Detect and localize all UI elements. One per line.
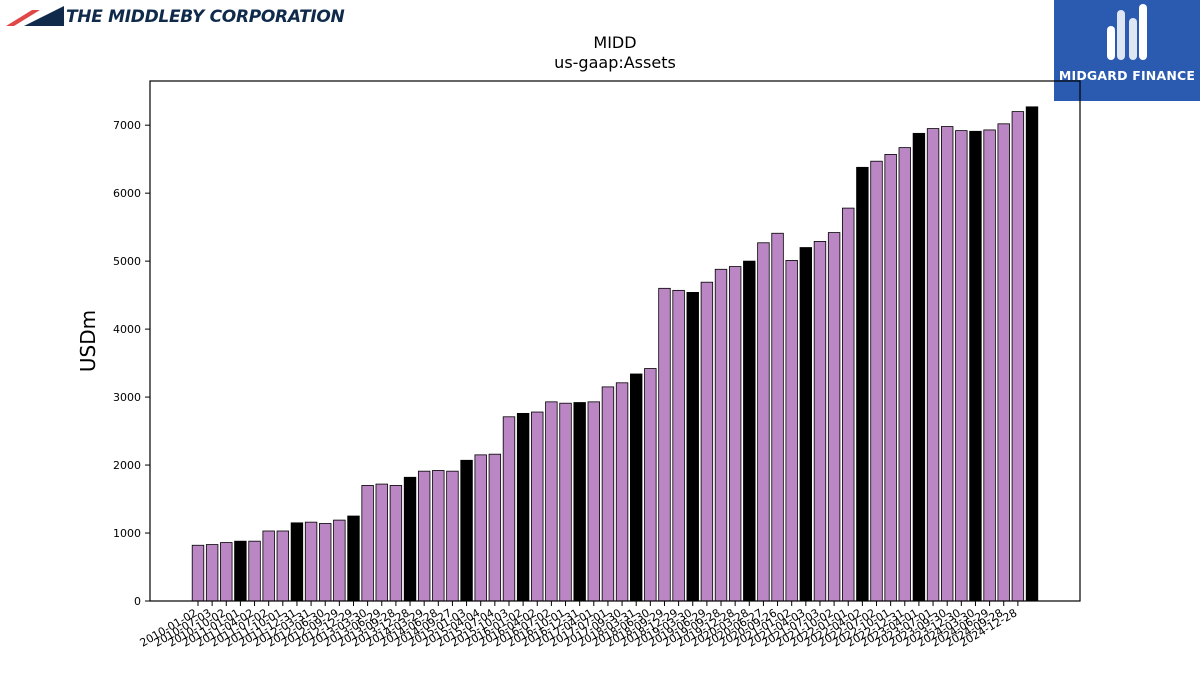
bar-2015-01-03: [460, 459, 473, 602]
middleby-logo: THE MIDDLEBY CORPORATION: [6, 6, 345, 28]
bar-2012-09-29: [333, 519, 346, 602]
bar-2023-07-01: [926, 128, 940, 602]
bar-2014-09-27: [446, 470, 459, 602]
bar-2023-09-30: [940, 126, 954, 602]
y-tick-label: 7000: [113, 119, 141, 132]
bar-2021-01-02: [785, 260, 798, 602]
bar-2016-10-01: [559, 402, 572, 602]
bar-2011-07-02: [262, 530, 275, 602]
y-tick-label: 6000: [113, 187, 141, 200]
bar-2019-12-28: [728, 266, 742, 602]
bar-2020-09-26: [771, 232, 784, 602]
bar-2011-04-02: [248, 540, 261, 602]
y-tick-label: 5000: [113, 255, 141, 268]
bar-2024-12-28: [1011, 111, 1025, 602]
bar-series: [191, 106, 1039, 602]
bar-2018-03-31: [630, 373, 643, 602]
bar-2022-10-01: [884, 154, 897, 602]
bar-2018-06-30: [644, 368, 657, 602]
bar-2015-07-04: [488, 453, 502, 602]
bar-2016-07-02: [545, 401, 558, 602]
y-axis-label: USDm: [76, 310, 100, 372]
midgard-finance-logo: MIDGARD FINANCE: [1054, 0, 1200, 101]
bar-2017-09-30: [615, 382, 629, 602]
y-tick-label: 4000: [113, 323, 141, 336]
bar-2011-01-01: [234, 540, 247, 602]
bar-2019-09-28: [714, 268, 728, 602]
bar-2013-06-29: [375, 483, 388, 602]
y-tick-label: 2000: [113, 459, 141, 472]
bar-2016-01-02: [516, 412, 530, 602]
bar-2016-04-02: [531, 411, 544, 602]
bar-2015-04-04: [474, 454, 487, 602]
bar-2018-09-29: [658, 287, 671, 602]
x-axis: 2010-01-022010-07-032010-10-022011-01-01…: [138, 601, 1019, 650]
bar-2014-03-29: [417, 470, 431, 602]
midgard-emblem-icon: [1107, 4, 1147, 60]
y-tick-label: 3000: [113, 391, 141, 404]
chart-title: MIDD: [593, 33, 636, 52]
plot-frame: [149, 80, 1081, 602]
bar-2010-10-02: [220, 542, 233, 602]
bar-2013-03-30: [361, 485, 374, 602]
bar-2020-06-27: [757, 242, 770, 602]
bar-2018-12-29: [672, 289, 685, 602]
middleby-logo-text: THE MIDDLEBY CORPORATION: [66, 7, 345, 27]
bar-undefined: [1025, 106, 1039, 602]
bar-2013-09-28: [389, 485, 403, 602]
bar-2015-10-03: [502, 416, 516, 602]
bar-2022-12-31: [898, 147, 911, 602]
bar-2012-03-31: [304, 521, 318, 602]
bar-2019-06-29: [700, 281, 714, 602]
middleby-emblem-icon: [6, 6, 64, 26]
bar-2023-12-30: [955, 130, 968, 602]
bar-2024-09-28: [997, 123, 1010, 602]
bar-2024-06-29: [983, 129, 996, 602]
bar-2012-12-29: [347, 515, 360, 602]
bar-2010-01-02: [191, 544, 205, 602]
bar-2010-07-03: [205, 544, 219, 602]
bar-2022-01-01: [842, 207, 855, 602]
bar-2021-07-03: [813, 241, 827, 602]
bar-2014-06-28: [432, 470, 445, 602]
bar-2019-03-30: [686, 291, 699, 602]
bar-2023-04-01: [912, 132, 926, 602]
y-tick-label: 1000: [113, 527, 141, 540]
y-tick-label: 0: [134, 595, 141, 608]
bar-2024-03-30: [969, 130, 982, 602]
bar-2017-07-01: [601, 386, 615, 602]
bar-2022-07-02: [870, 160, 883, 602]
y-axis: 0 1000 2000 3000 4000 5000 6000 7000: [113, 119, 150, 608]
chart-subtitle: us-gaap:Assets: [554, 53, 676, 72]
midgard-logo-text: MIDGARD FINANCE: [1058, 68, 1196, 83]
bar-2011-10-01: [276, 530, 290, 602]
bar-2022-04-02: [856, 166, 869, 602]
bar-2013-12-28: [403, 476, 417, 602]
bar-2012-06-30: [319, 523, 332, 602]
bar-2021-04-03: [799, 247, 813, 602]
bar-2021-10-02: [827, 232, 841, 602]
bar-2020-03-28: [743, 260, 756, 602]
bar-2016-12-31: [573, 402, 586, 602]
bar-2017-04-01: [587, 401, 600, 602]
bar-2011-12-31: [290, 522, 304, 602]
